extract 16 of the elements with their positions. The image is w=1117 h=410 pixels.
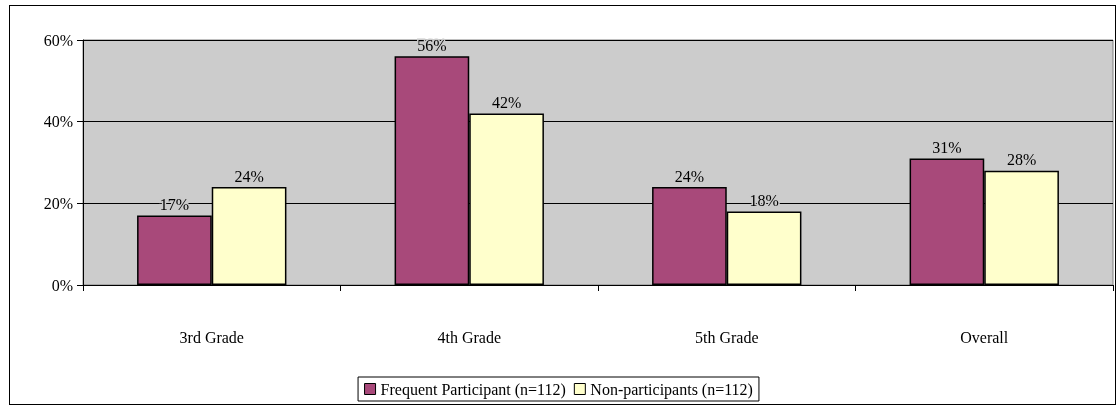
legend-label: Frequent Participant (n=112) [380, 380, 566, 399]
data-label: 42% [491, 94, 522, 111]
x-tick-label: 5th Grade [694, 328, 759, 346]
x-tick-label: 4th Grade [437, 328, 502, 346]
y-tick-label: 20% [43, 194, 73, 212]
data-label: 56% [417, 36, 447, 54]
legend-label: Non-participants (n=112) [590, 380, 753, 399]
data-label: 24% [234, 167, 264, 185]
data-label: 28% [1006, 151, 1037, 169]
x-tick-label: Overall [960, 328, 1009, 346]
y-tick-label: 60% [43, 31, 73, 49]
y-tick-label: 0% [51, 276, 73, 294]
x-tick-label: 3rd Grade [179, 328, 244, 346]
data-label: 24% [674, 167, 705, 185]
y-tick-label: 40% [43, 113, 73, 131]
data-label: 31% [932, 138, 962, 156]
